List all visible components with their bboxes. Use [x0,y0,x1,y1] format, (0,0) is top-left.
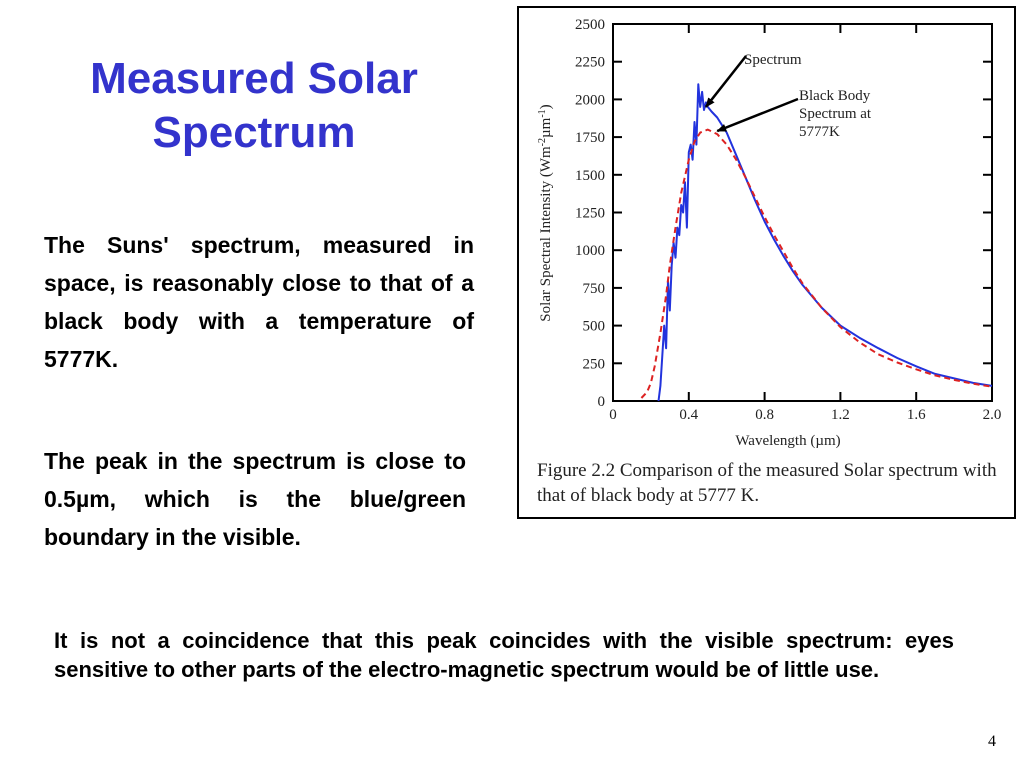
y-tick-label: 2500 [575,17,605,33]
x-tick-label: 1.2 [831,407,850,423]
plot-frame [612,23,993,402]
y-tick-label: 1000 [575,243,605,259]
y-tick-label: 1750 [575,130,605,146]
y-axis-label-part: µm [538,117,554,138]
figure-box: 0 0.4 0.8 1.2 1.6 2.0 0 250 500 750 1000 1250 1500 17… [517,6,1016,519]
annotation-spectrum-arrow [704,55,747,108]
annotation-blackbody: Black Body Spectrum at 5777K [799,88,872,140]
annotation-spectrum: Spectrum [744,52,802,68]
y-tick-label: 250 [583,356,606,372]
y-axis-label-part: -1 [537,109,548,117]
y-tick-label: 1500 [575,168,605,184]
y-tick-label: 750 [583,281,606,297]
closing-paragraph: It is not a coincidence that this peak c… [54,628,954,682]
annotation-blackbody-line: Spectrum at [799,106,872,122]
x-tick-label: 0.4 [679,407,698,423]
annotation-blackbody-line: 5777K [799,124,840,140]
x-tick-label: 0 [609,407,617,423]
x-tick-label: 0.8 [755,407,774,423]
y-axis-label-part: Solar Spectral Intensity (Wm [538,146,554,322]
x-tick-label: 2.0 [983,407,1002,423]
annotation-spectrum-line: Spectrum [744,52,802,68]
series-blackbody-line [640,128,993,399]
y-tick-label: 0 [598,394,606,410]
title-line-2: Spectrum [152,108,356,157]
page-number: 4 [988,733,996,750]
slide-title: Measured Solar Spectrum [30,52,478,160]
title-line-1: Measured Solar [90,54,418,103]
y-tick-label: 500 [583,319,606,335]
x-tick-label: 1.6 [907,407,926,423]
annotation-blackbody-line: Black Body [799,88,871,104]
y-tick-label: 2000 [575,92,605,108]
paragraph-black-body: The Suns' spectrum, measured in space, i… [44,232,474,372]
solar-spectrum-chart: 0 0.4 0.8 1.2 1.6 2.0 0 250 500 750 1000 1250 1500 17… [537,17,1002,449]
y-axis-label-part: ) [538,104,554,109]
paragraph-peak: The peak in the spectrum is close to 0.5… [44,448,466,550]
annotation-blackbody-arrow [716,97,799,133]
series-measured-line [657,83,993,402]
figure-caption: Figure 2.2 Comparison of the measured So… [537,460,997,506]
y-axis-label-part: -2 [537,138,548,146]
y-axis-label: Solar Spectral Intensity (Wm-2µm-1) [537,104,555,321]
y-tick-label: 1250 [575,206,605,222]
x-axis-label: Wavelength (µm) [735,433,840,449]
y-tick-label: 2250 [575,55,605,71]
